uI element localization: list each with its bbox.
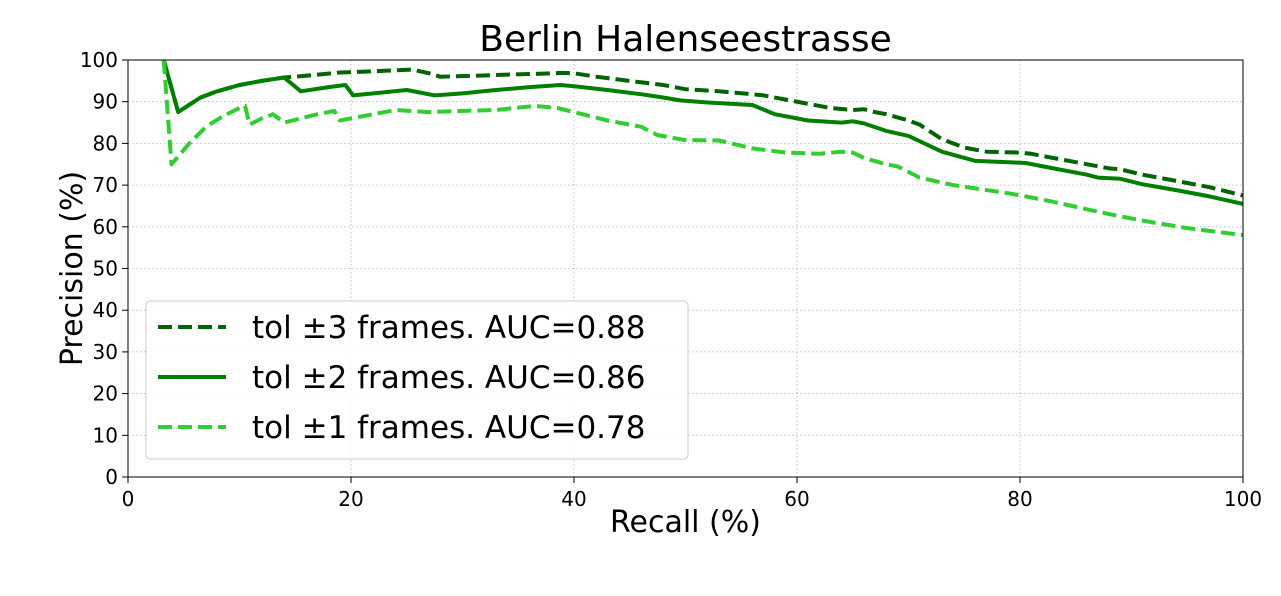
x-tick-label: 80 [1007,487,1032,511]
legend-box [145,300,689,460]
y-tick-label: 40 [93,298,118,322]
x-tick-label: 20 [338,487,363,511]
y-axis-label: Precision (%) [55,171,90,366]
y-tick-label: 60 [93,215,118,239]
y-tick-label: 80 [93,131,118,155]
series-line-2 [161,59,1244,206]
y-tick-label: 20 [93,382,118,406]
legend-label-2: tol ±2 frames. AUC=0.86 [252,360,645,396]
y-tick-label: 90 [93,90,118,114]
y-tick-label: 30 [93,340,118,364]
legend-label-1: tol ±3 frames. AUC=0.88 [252,310,645,346]
axis-ticks: 0 20 40 60 80 100 0 10 20 30 40 50 60 70 80 90 100 [80,48,1262,511]
chart-title: Berlin Halenseestrasse [479,19,891,60]
y-tick-label: 50 [93,257,118,281]
x-axis-label: Recall (%) [610,505,761,540]
legend: tol ±3 frames. AUC=0.88 tol ±2 frames. AU… [145,300,689,460]
series-line-1 [161,59,1244,198]
x-tick-label: 100 [1224,487,1262,511]
y-tick-label: 10 [93,423,118,447]
y-tick-label: 70 [93,173,118,197]
y-tick-label: 100 [80,48,118,72]
x-tick-label: 0 [122,487,135,511]
x-tick-label: 40 [561,487,586,511]
series-line-3 [161,59,1244,238]
legend-label-3: tol ±1 frames. AUC=0.78 [252,410,645,446]
x-tick-label: 60 [784,487,809,511]
series-lines [161,59,1244,238]
y-tick-label: 0 [105,465,118,489]
